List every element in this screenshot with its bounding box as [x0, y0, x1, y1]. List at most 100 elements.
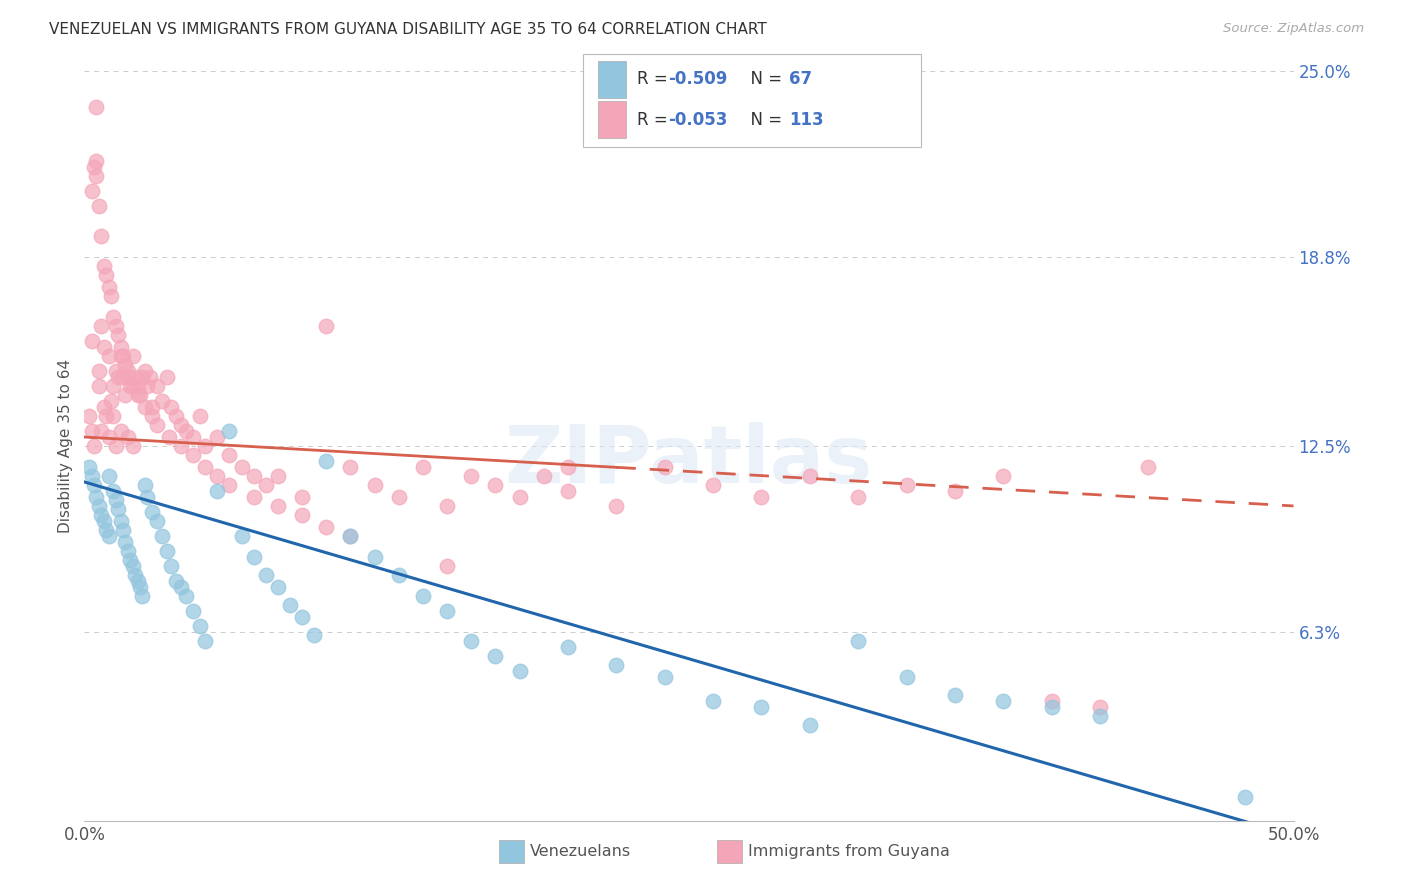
- Point: [110, 514, 132, 528]
- Point: [117, 544, 139, 558]
- Point: [110, 340, 132, 354]
- Point: [388, 567, 411, 582]
- Point: [136, 490, 159, 504]
- Point: [100, 394, 122, 409]
- Point: [165, 409, 187, 423]
- Point: [90, 319, 112, 334]
- Point: [896, 670, 918, 684]
- Point: [194, 439, 217, 453]
- Text: -0.509: -0.509: [668, 70, 727, 88]
- Point: [231, 460, 253, 475]
- Point: [1234, 789, 1257, 804]
- Point: [242, 549, 264, 564]
- Point: [315, 454, 337, 468]
- Point: [141, 505, 163, 519]
- Point: [94, 268, 117, 282]
- Point: [943, 688, 966, 702]
- Point: [174, 424, 197, 438]
- Point: [1040, 699, 1063, 714]
- Point: [97, 469, 120, 483]
- Point: [107, 370, 129, 384]
- Point: [80, 184, 103, 198]
- Point: [702, 694, 724, 708]
- Point: [131, 370, 153, 384]
- Y-axis label: Disability Age 35 to 64: Disability Age 35 to 64: [58, 359, 73, 533]
- Point: [181, 604, 204, 618]
- Point: [605, 499, 627, 513]
- Point: [207, 430, 229, 444]
- Point: [141, 409, 163, 423]
- Point: [339, 529, 361, 543]
- Point: [136, 379, 159, 393]
- Point: [114, 388, 136, 402]
- Point: [90, 508, 112, 522]
- Point: [107, 502, 129, 516]
- Point: [104, 364, 127, 378]
- Point: [242, 469, 264, 483]
- Point: [509, 490, 531, 504]
- Text: N =: N =: [740, 70, 787, 88]
- Point: [127, 388, 149, 402]
- Point: [993, 694, 1015, 708]
- Point: [557, 483, 579, 498]
- Point: [436, 499, 458, 513]
- Point: [87, 499, 110, 513]
- Point: [654, 460, 676, 475]
- Point: [509, 664, 531, 678]
- Point: [103, 379, 125, 393]
- Point: [363, 478, 385, 492]
- Point: [267, 580, 290, 594]
- Point: [127, 379, 149, 393]
- Point: [1088, 708, 1111, 723]
- Point: [100, 289, 122, 303]
- Point: [460, 633, 482, 648]
- Point: [117, 364, 139, 378]
- Point: [484, 478, 506, 492]
- Point: [751, 490, 773, 504]
- Point: [194, 460, 217, 475]
- Point: [150, 394, 173, 409]
- Point: [218, 448, 240, 462]
- Point: [605, 657, 627, 672]
- Point: [155, 370, 177, 384]
- Point: [104, 492, 127, 507]
- Point: [315, 520, 337, 534]
- Point: [388, 490, 411, 504]
- Point: [436, 558, 458, 573]
- Point: [146, 514, 169, 528]
- Point: [165, 574, 187, 588]
- Text: -0.053: -0.053: [668, 111, 727, 128]
- Point: [112, 523, 135, 537]
- Point: [155, 544, 177, 558]
- Point: [110, 349, 132, 363]
- Point: [138, 370, 160, 384]
- Point: [94, 409, 117, 423]
- Point: [80, 469, 103, 483]
- Point: [207, 469, 229, 483]
- Text: Immigrants from Guyana: Immigrants from Guyana: [748, 845, 950, 859]
- Point: [1040, 694, 1063, 708]
- Point: [291, 490, 314, 504]
- Point: [170, 417, 193, 432]
- Point: [254, 567, 277, 582]
- Point: [93, 514, 115, 528]
- Point: [896, 478, 918, 492]
- Point: [93, 340, 115, 354]
- Point: [97, 280, 120, 294]
- Point: [363, 549, 385, 564]
- Point: [90, 424, 112, 438]
- Point: [114, 535, 136, 549]
- Point: [146, 417, 169, 432]
- Point: [1137, 460, 1160, 475]
- Point: [112, 370, 135, 384]
- Text: Source: ZipAtlas.com: Source: ZipAtlas.com: [1223, 22, 1364, 36]
- Point: [87, 379, 110, 393]
- Point: [77, 460, 100, 475]
- Text: N =: N =: [740, 111, 787, 128]
- Point: [654, 670, 676, 684]
- Point: [87, 199, 110, 213]
- Point: [107, 328, 129, 343]
- Text: R =: R =: [637, 111, 673, 128]
- Point: [124, 567, 146, 582]
- Point: [104, 319, 127, 334]
